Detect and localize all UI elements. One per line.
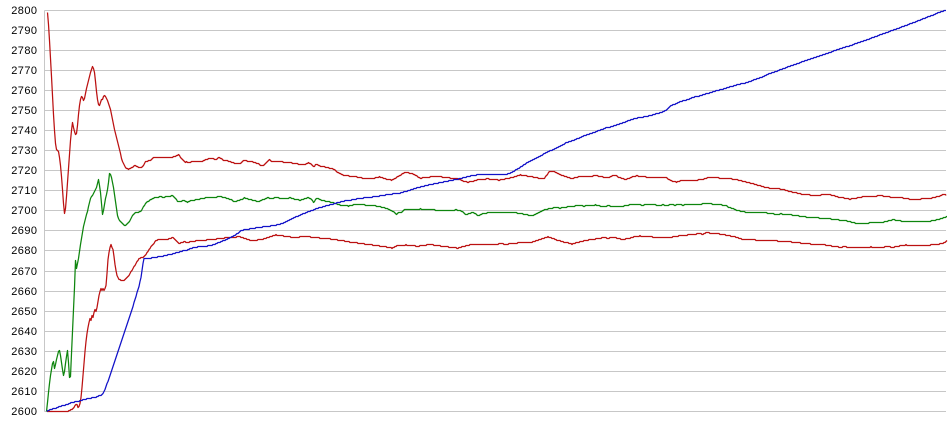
svg-text:2700: 2700: [11, 205, 37, 217]
svg-text:2640: 2640: [11, 326, 37, 338]
svg-text:2800: 2800: [11, 5, 37, 17]
svg-text:2730: 2730: [11, 145, 37, 157]
svg-text:2690: 2690: [11, 225, 37, 237]
svg-text:2710: 2710: [11, 185, 37, 197]
svg-text:2740: 2740: [11, 125, 37, 137]
svg-text:2600: 2600: [11, 406, 37, 418]
svg-text:2760: 2760: [11, 85, 37, 97]
svg-text:2790: 2790: [11, 25, 37, 37]
svg-text:2720: 2720: [11, 165, 37, 177]
svg-text:2660: 2660: [11, 286, 37, 298]
svg-text:2630: 2630: [11, 346, 37, 358]
svg-text:2770: 2770: [11, 65, 37, 77]
svg-text:2620: 2620: [11, 366, 37, 378]
svg-text:2680: 2680: [11, 245, 37, 257]
svg-text:2650: 2650: [11, 306, 37, 318]
svg-text:2750: 2750: [11, 105, 37, 117]
svg-text:2610: 2610: [11, 386, 37, 398]
svg-text:2670: 2670: [11, 266, 37, 278]
svg-text:2780: 2780: [11, 45, 37, 57]
